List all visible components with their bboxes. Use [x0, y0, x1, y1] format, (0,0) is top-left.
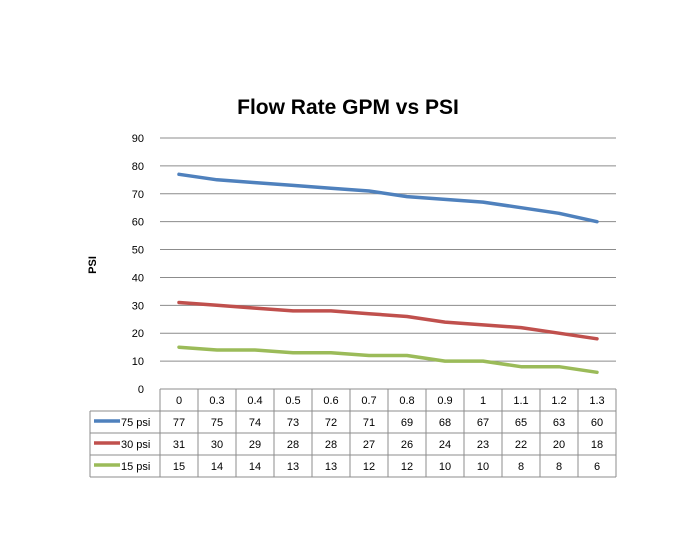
table-cell-value: 75: [211, 417, 223, 429]
table-cell-value: 14: [249, 461, 261, 473]
table-cell-value: 74: [249, 417, 261, 429]
table-cell-value: 10: [439, 461, 451, 473]
x-tick-label: 0.9: [437, 395, 452, 407]
table-cell-value: 13: [287, 461, 299, 473]
series-lines: [177, 172, 599, 375]
table-cell-value: 77: [173, 417, 185, 429]
y-tick-label: 30: [132, 300, 144, 312]
x-tick-label: 0: [176, 395, 182, 407]
y-tick-label: 40: [132, 272, 144, 284]
table-cell-value: 69: [401, 417, 413, 429]
table-cell-value: 73: [287, 417, 299, 429]
table-cell-value: 24: [439, 439, 451, 451]
table-cell-value: 27: [363, 439, 375, 451]
table-cell-value: 31: [173, 439, 185, 451]
y-tick-label: 90: [132, 133, 144, 145]
x-tick-label: 1: [480, 395, 486, 407]
x-tick-label: 0.6: [323, 395, 338, 407]
table-cell-value: 14: [211, 461, 223, 473]
y-tick-label: 50: [132, 245, 144, 257]
chart-title: Flow Rate GPM vs PSI: [237, 96, 459, 119]
y-tick-label: 0: [138, 384, 144, 396]
table-cell-value: 10: [477, 461, 489, 473]
table-cell-value: 8: [518, 461, 524, 473]
table-cell-value: 15: [173, 461, 185, 473]
table-cell-value: 68: [439, 417, 451, 429]
y-tick-label: 10: [132, 356, 144, 368]
x-tick-label: 0.8: [399, 395, 414, 407]
table-cell-value: 30: [211, 439, 223, 451]
table-cell-value: 63: [553, 417, 565, 429]
series-line-3: [177, 345, 599, 375]
table-cell-value: 22: [515, 439, 527, 451]
table-cell-value: 12: [401, 461, 413, 473]
table-cell-value: 13: [325, 461, 337, 473]
x-tick-label: 0.5: [285, 395, 300, 407]
table-cell-value: 28: [325, 439, 337, 451]
y-tick-labels: 0 10 20 30 40 50 60 70 80 90: [132, 133, 144, 396]
table-cell-value: 18: [591, 439, 603, 451]
x-tick-label: 1.1: [513, 395, 528, 407]
y-tick-label: 70: [132, 189, 144, 201]
legend-entry: 30 psi: [121, 439, 150, 451]
y-axis-label: PSI: [87, 256, 99, 274]
table-cell-value: 12: [363, 461, 375, 473]
table-cell-value: 28: [287, 439, 299, 451]
legend-entry: 15 psi: [121, 461, 150, 473]
table-cell-value: 20: [553, 439, 565, 451]
x-tick-label: 0.7: [361, 395, 376, 407]
data-table: 0 0.3 0.4 0.5 0.6 0.7 0.8 0.9 1 1.1 1.2 1.3 75 psi 77…: [89, 388, 617, 478]
table-cell-value: 6: [594, 461, 600, 473]
table-cell-value: 67: [477, 417, 489, 429]
legend-entry: 75 psi: [121, 417, 150, 429]
table-cell-value: 8: [556, 461, 562, 473]
table-cell-value: 72: [325, 417, 337, 429]
y-tick-label: 60: [132, 217, 144, 229]
series-line-1: [177, 172, 599, 224]
table-cell-value: 65: [515, 417, 527, 429]
table-cell-value: 71: [363, 417, 375, 429]
y-tick-label: 80: [132, 161, 144, 173]
x-tick-label: 0.4: [247, 395, 262, 407]
table-cell-value: 29: [249, 439, 261, 451]
table-cell-value: 23: [477, 439, 489, 451]
x-tick-label: 1.2: [551, 395, 566, 407]
series-line-2: [177, 300, 599, 341]
table-cell-value: 60: [591, 417, 603, 429]
x-tick-label: 0.3: [209, 395, 224, 407]
y-tick-label: 20: [132, 328, 144, 340]
x-tick-label: 1.3: [589, 395, 604, 407]
table-cell-value: 26: [401, 439, 413, 451]
